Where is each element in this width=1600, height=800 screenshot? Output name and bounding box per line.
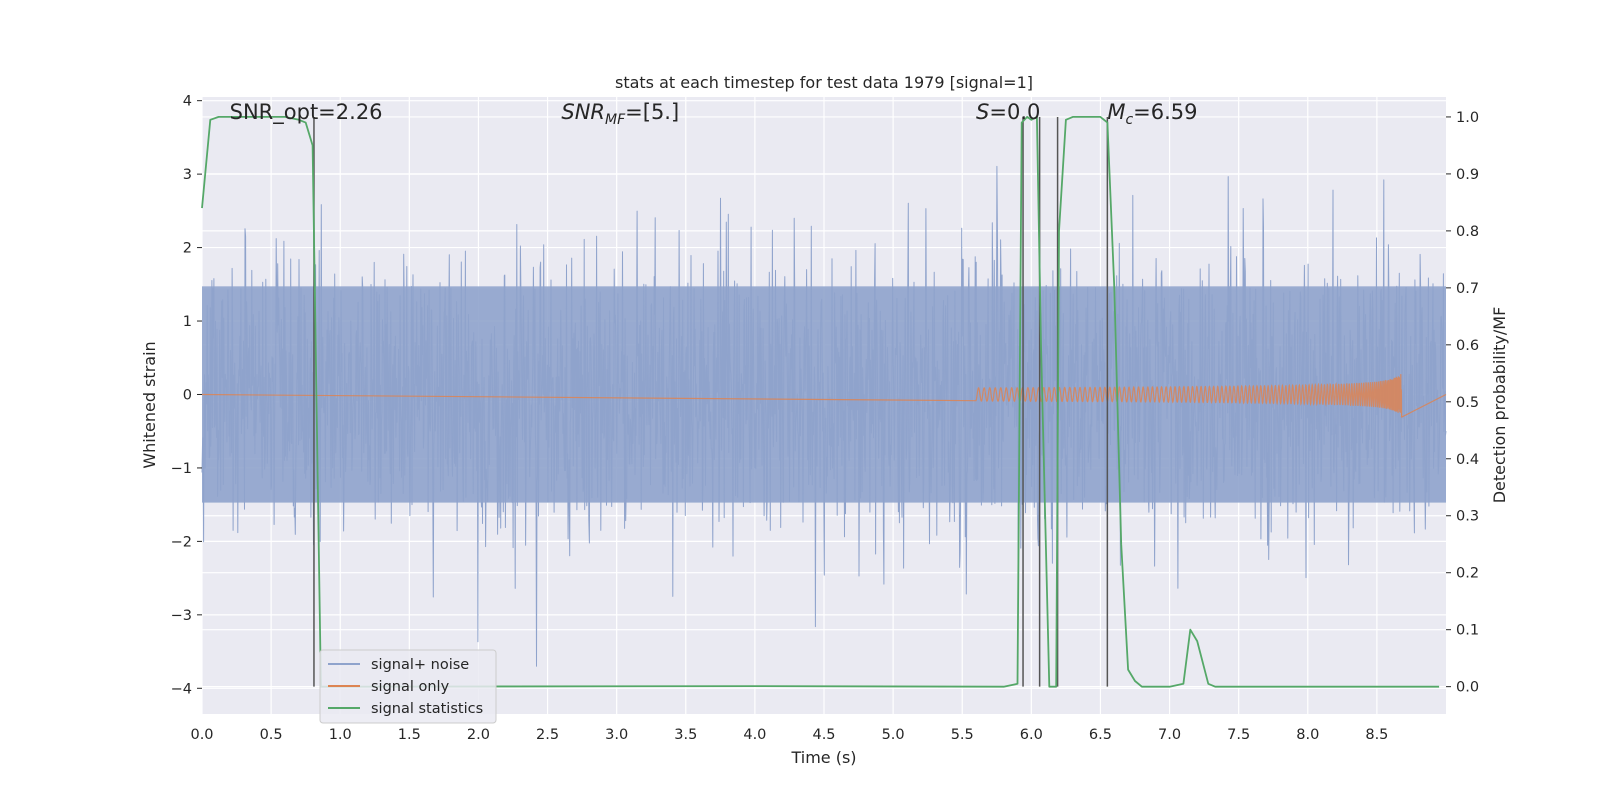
y-axis-label: Whitened strain bbox=[140, 341, 159, 468]
x-tick-label: 3.5 bbox=[674, 727, 697, 743]
x-tick-label: 5.0 bbox=[882, 727, 905, 743]
x-tick-label: 6.0 bbox=[1020, 727, 1043, 743]
y2-tick-label: 1.0 bbox=[1456, 110, 1479, 126]
y-tick-label: −3 bbox=[171, 608, 192, 624]
x-tick-label: 3.0 bbox=[605, 727, 628, 743]
x-tick-label: 2.5 bbox=[536, 727, 559, 743]
y-tick-label: −4 bbox=[171, 681, 192, 697]
x-tick-label: 7.5 bbox=[1227, 727, 1250, 743]
x-tick-label: 0.5 bbox=[260, 727, 283, 743]
y-tick-label: 0 bbox=[183, 387, 192, 403]
y2-tick-label: 0.1 bbox=[1456, 623, 1479, 639]
stats-trace bbox=[201, 116, 1440, 688]
x-tick-label: 4.0 bbox=[743, 727, 766, 743]
y2-tick-label: 0.0 bbox=[1456, 680, 1479, 696]
legend-label-signal-only: signal only bbox=[371, 679, 450, 695]
legend-box bbox=[319, 649, 497, 724]
chirp-trace bbox=[201, 374, 1447, 418]
y2-tick-label: 0.8 bbox=[1456, 224, 1479, 240]
legend-label-signal-noise: signal+ noise bbox=[371, 657, 469, 673]
legend-label-signal-statistics: signal statistics bbox=[371, 701, 483, 717]
chart-title: stats at each timestep for test data 197… bbox=[615, 73, 1033, 92]
y-tick-label: 4 bbox=[183, 94, 192, 110]
x-tick-label: 2.0 bbox=[467, 727, 490, 743]
annotation-snr_opt: SNR_opt=2.26 bbox=[230, 100, 383, 125]
x-axis-label: Time (s) bbox=[790, 748, 856, 767]
x-tick-label: 0.0 bbox=[190, 727, 213, 743]
series-signal-only bbox=[201, 374, 1447, 418]
x-axis-ticks: 0.0 0.5 1.0 1.5 2.0 2.5 3.0 3.5 4.0 4.5 5.0 5.5 6.0 6… bbox=[190, 727, 1388, 743]
x-tick-label: 1.0 bbox=[329, 727, 352, 743]
x-tick-label: 1.5 bbox=[398, 727, 421, 743]
annotation-mc: Mc=6.59 bbox=[1107, 100, 1197, 128]
y-tick-label: 1 bbox=[183, 314, 192, 330]
series-signal-statistics bbox=[201, 116, 1440, 688]
y2-tick-label: 0.3 bbox=[1456, 509, 1479, 525]
y-tick-label: −1 bbox=[171, 461, 192, 477]
y2-tick-label: 0.5 bbox=[1456, 395, 1479, 411]
y-tick-label: 3 bbox=[183, 167, 192, 183]
y2-tick-label: 0.4 bbox=[1456, 452, 1479, 468]
y-axis-ticks: 4 3 2 1 0 −1 −2 −3 −4 bbox=[171, 94, 202, 697]
y2-tick-label: 0.7 bbox=[1456, 281, 1479, 297]
x-tick-label: 7.0 bbox=[1158, 727, 1181, 743]
x-tick-label: 8.5 bbox=[1365, 727, 1388, 743]
x-tick-label: 8.0 bbox=[1296, 727, 1319, 743]
y2-tick-label: 0.9 bbox=[1456, 167, 1479, 183]
legend: signal+ noise signal only signal statist… bbox=[319, 649, 497, 724]
y2-axis-label: Detection probability/MF bbox=[1490, 307, 1509, 504]
y2-tick-label: 0.2 bbox=[1456, 566, 1479, 582]
annotation-s_stat: S=0.0 bbox=[976, 100, 1040, 124]
x-tick-label: 4.5 bbox=[812, 727, 835, 743]
annotation-snr_mf: SNRMF=[5.] bbox=[561, 100, 679, 128]
x-tick-label: 6.5 bbox=[1089, 727, 1112, 743]
y2-axis-ticks: 1.0 0.9 0.8 0.7 0.6 0.5 0.4 0.3 0.2 0.1 0.0 bbox=[1446, 110, 1479, 696]
y-tick-label: −2 bbox=[171, 534, 192, 550]
annotations: SNR_opt=2.26 SNRMF=[5.] S=0.0 Mc=6.59 bbox=[230, 100, 1198, 128]
x-tick-label: 5.5 bbox=[951, 727, 974, 743]
y-tick-label: 2 bbox=[183, 241, 192, 257]
noise-trace bbox=[201, 165, 1447, 667]
y2-tick-label: 0.6 bbox=[1456, 338, 1479, 354]
